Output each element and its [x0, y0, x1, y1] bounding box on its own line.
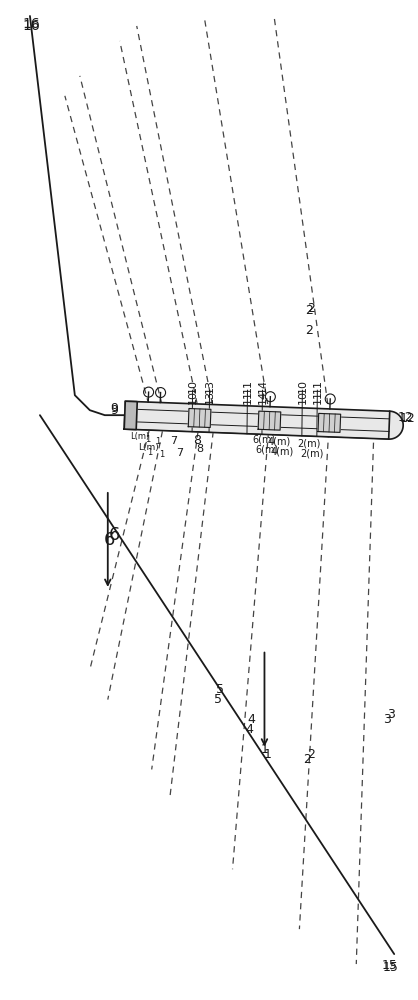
Polygon shape [258, 411, 281, 430]
Text: 2: 2 [303, 753, 311, 766]
Text: 1: 1 [155, 437, 161, 446]
Text: 10: 10 [188, 390, 198, 404]
Text: 15: 15 [381, 959, 397, 972]
Text: 8: 8 [196, 444, 203, 454]
Text: 4(m): 4(m) [271, 446, 294, 456]
Text: L(m): L(m) [138, 443, 158, 452]
Text: 1: 1 [263, 748, 271, 761]
Text: 7: 7 [176, 448, 183, 458]
Polygon shape [389, 411, 403, 439]
Polygon shape [188, 409, 211, 427]
Polygon shape [124, 401, 390, 439]
Text: 1: 1 [159, 450, 164, 459]
Text: 5: 5 [216, 683, 224, 696]
Text: 12: 12 [397, 411, 413, 424]
Text: 9: 9 [110, 404, 118, 417]
Text: 10: 10 [297, 379, 307, 393]
Text: 2(m): 2(m) [298, 438, 321, 448]
Text: 11: 11 [242, 379, 252, 393]
Text: 8: 8 [194, 434, 201, 447]
Text: 3: 3 [383, 713, 391, 726]
Text: 15: 15 [382, 961, 398, 974]
Text: 14: 14 [257, 379, 268, 393]
Text: 9: 9 [110, 402, 118, 415]
Text: 2(m): 2(m) [301, 448, 324, 458]
Text: 1: 1 [147, 448, 152, 457]
Text: 4: 4 [245, 723, 253, 736]
Text: 11: 11 [312, 390, 322, 404]
Text: 6(m): 6(m) [256, 444, 279, 454]
Text: 11: 11 [242, 390, 252, 404]
Text: 5: 5 [214, 693, 222, 706]
Text: 10: 10 [188, 379, 198, 393]
Text: 1: 1 [260, 743, 268, 756]
Text: 16: 16 [22, 19, 40, 33]
Polygon shape [318, 413, 341, 432]
Text: 2: 2 [306, 304, 314, 317]
Text: L(m): L(m) [130, 432, 149, 441]
Text: 7: 7 [170, 436, 177, 446]
Text: 4: 4 [247, 713, 255, 726]
Text: 1: 1 [145, 435, 150, 444]
Text: 10: 10 [297, 390, 307, 404]
Text: 14: 14 [257, 390, 268, 404]
Text: 3: 3 [387, 708, 395, 721]
Polygon shape [124, 401, 137, 430]
Text: 13: 13 [204, 390, 214, 404]
Text: 2: 2 [307, 748, 315, 761]
Text: 4(m): 4(m) [268, 436, 291, 446]
Text: 16: 16 [22, 17, 40, 31]
Text: 2: 2 [307, 302, 315, 315]
Text: 6: 6 [104, 531, 115, 549]
Text: 11: 11 [312, 379, 322, 393]
Text: 6: 6 [109, 526, 120, 544]
Text: 12: 12 [399, 412, 415, 425]
Text: 13: 13 [204, 379, 214, 393]
Text: 2: 2 [306, 324, 314, 337]
Text: 6(m): 6(m) [253, 434, 276, 444]
